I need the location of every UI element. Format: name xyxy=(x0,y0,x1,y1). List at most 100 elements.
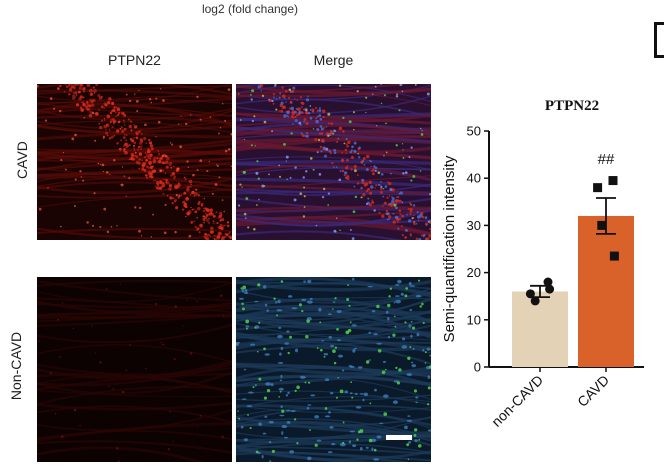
texture-mark xyxy=(403,157,405,159)
texture-mark xyxy=(319,173,322,176)
data-point xyxy=(545,285,554,294)
texture-mark xyxy=(397,280,402,284)
texture-mark xyxy=(410,285,415,287)
texture-mark xyxy=(407,415,410,417)
y-tick-label: 50 xyxy=(467,124,481,139)
texture-mark xyxy=(281,410,284,413)
texture-mark xyxy=(349,440,351,443)
texture-mark xyxy=(141,167,144,170)
texture-mark xyxy=(301,102,304,105)
texture-mark xyxy=(122,166,123,167)
texture-mark xyxy=(82,88,85,91)
texture-mark xyxy=(149,141,152,144)
texture-mark xyxy=(123,136,126,139)
texture-mark xyxy=(417,333,420,337)
texture-mark xyxy=(89,114,92,117)
texture-mark xyxy=(370,166,371,167)
texture-mark xyxy=(299,303,302,306)
texture-mark xyxy=(303,215,305,217)
texture-mark xyxy=(378,171,381,174)
texture-mark xyxy=(155,180,156,181)
texture-mark xyxy=(97,94,100,97)
texture-mark xyxy=(398,368,401,371)
texture-mark xyxy=(72,96,75,99)
texture-mark xyxy=(317,110,319,112)
texture-mark xyxy=(346,143,348,145)
texture-mark xyxy=(360,187,362,189)
texture-mark xyxy=(239,298,244,300)
texture-mark xyxy=(370,161,371,162)
texture-mark xyxy=(111,102,114,105)
texture-mark xyxy=(271,130,273,132)
texture-mark xyxy=(240,287,242,289)
texture-mark xyxy=(340,390,344,394)
texture-mark xyxy=(207,234,210,237)
texture-mark xyxy=(149,98,151,100)
texture-mark xyxy=(329,336,332,339)
texture-mark xyxy=(279,388,284,391)
texture-mark xyxy=(116,107,120,111)
texture-mark xyxy=(242,398,247,400)
texture-mark xyxy=(120,128,122,130)
texture-mark xyxy=(364,164,366,166)
texture-mark xyxy=(347,284,349,286)
texture-mark xyxy=(400,191,403,194)
texture-mark xyxy=(284,437,288,439)
texture-mark xyxy=(425,362,427,364)
texture-mark xyxy=(269,421,274,424)
texture-mark xyxy=(162,162,164,164)
texture-mark xyxy=(116,129,120,133)
texture-mark xyxy=(171,202,173,204)
texture-mark xyxy=(150,166,153,169)
texture-mark xyxy=(106,171,109,174)
texture-mark xyxy=(160,170,162,172)
texture-mark xyxy=(213,221,215,223)
texture-mark xyxy=(330,152,332,154)
texture-mark xyxy=(323,188,325,190)
texture-mark xyxy=(396,144,398,146)
texture-mark xyxy=(402,143,403,144)
texture-mark xyxy=(170,142,171,143)
texture-mark xyxy=(190,114,191,115)
texture-mark xyxy=(308,382,310,384)
texture-mark xyxy=(220,227,223,230)
texture-mark xyxy=(179,145,182,148)
texture-mark xyxy=(275,301,277,303)
texture-mark xyxy=(209,116,211,118)
texture-mark xyxy=(253,228,256,231)
texture-mark xyxy=(130,157,134,161)
texture-mark xyxy=(410,179,412,181)
texture-mark xyxy=(89,89,93,93)
texture-mark xyxy=(340,170,342,172)
texture-mark xyxy=(216,236,220,240)
texture-mark xyxy=(256,204,258,206)
texture-mark xyxy=(420,128,421,129)
texture-mark xyxy=(155,98,157,100)
texture-mark xyxy=(153,157,156,160)
texture-mark xyxy=(394,315,396,317)
texture-mark xyxy=(414,428,417,431)
texture-mark xyxy=(135,125,137,127)
panel-letter-mark xyxy=(654,22,664,58)
texture-mark xyxy=(350,431,356,433)
texture-mark xyxy=(253,115,255,117)
texture-mark xyxy=(92,112,95,115)
texture-mark xyxy=(363,393,368,396)
texture-mark xyxy=(330,345,334,348)
texture-mark xyxy=(247,414,249,416)
texture-mark xyxy=(168,448,170,450)
texture-mark xyxy=(339,229,341,231)
texture-mark xyxy=(386,210,388,212)
texture-mark xyxy=(354,348,357,350)
texture-mark xyxy=(284,98,285,99)
texture-mark xyxy=(208,217,210,219)
texture-mark xyxy=(350,321,352,323)
texture-mark xyxy=(406,214,408,216)
texture-mark xyxy=(324,155,327,158)
texture-mark xyxy=(286,111,289,114)
texture-mark xyxy=(106,124,110,128)
texture-mark xyxy=(159,158,161,160)
texture-mark xyxy=(278,396,280,398)
texture-mark xyxy=(342,130,345,133)
texture-mark xyxy=(91,104,94,107)
